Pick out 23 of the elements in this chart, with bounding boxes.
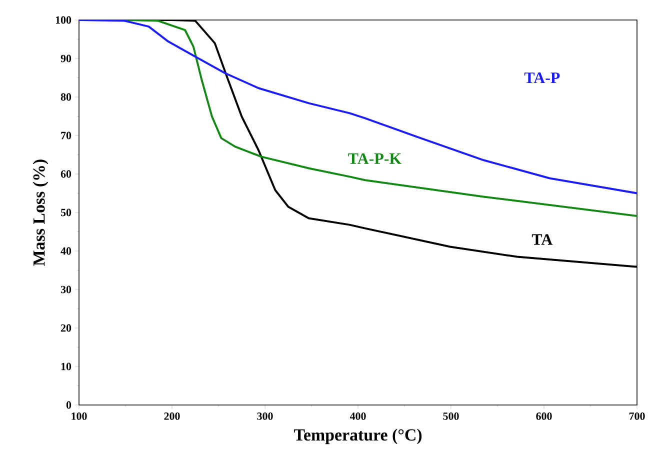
text: TA-P <box>524 72 560 84</box>
x-tick-label: 300 <box>257 412 273 420</box>
y-tick-label: 20 <box>60 324 72 332</box>
series-label: TA <box>532 234 553 245</box>
series-label: TA-P-K <box>348 153 402 164</box>
y-tick-label: 10 <box>61 362 72 370</box>
y-tick-label: 70 <box>61 132 72 140</box>
y-tick-label: 80 <box>60 93 72 101</box>
x-tick-label: 600 <box>536 412 552 420</box>
y-tick-label: 30 <box>60 286 72 294</box>
y-tick-label: 40 <box>60 247 72 255</box>
x-axis-title: Temperature (°C) <box>294 428 422 444</box>
x-tick-label: 200 <box>164 412 180 420</box>
y-tick-label: 0 <box>66 401 72 409</box>
y-tick-label: 90 <box>60 54 72 62</box>
y-tick-label: 50 <box>60 208 72 216</box>
x-tick-label: 400 <box>350 412 366 420</box>
y-axis-title: Mass Loss (%) <box>32 160 48 266</box>
x-tick-label: 500 <box>443 412 459 420</box>
y-tick-label: 100 <box>56 16 72 24</box>
y-tick-label: 60 <box>60 170 72 178</box>
x-tick-label: 700 <box>629 412 645 420</box>
x-tick-label: 100 <box>72 412 87 420</box>
